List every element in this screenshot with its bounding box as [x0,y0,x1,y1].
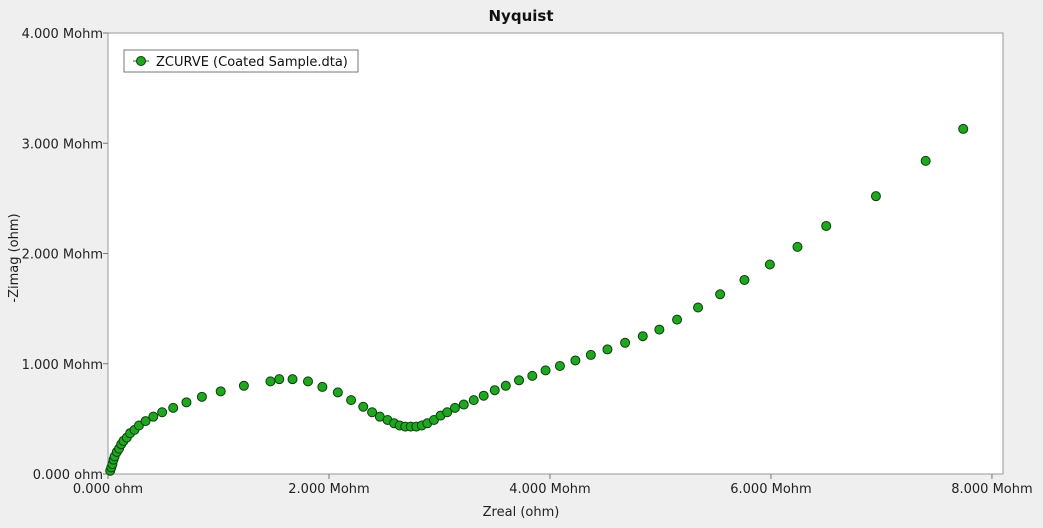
data-point [958,123,969,134]
data-point [540,365,551,376]
data-point [693,302,704,313]
legend-marker [136,56,146,66]
data-point [554,360,565,371]
data-point [274,374,285,385]
data-point [265,376,276,387]
data-point [287,374,298,385]
data-point [140,416,151,427]
x-axis-ticks: 0.000 ohm 2.000 Mohm 4.000 Mohm 6.000 Mohm 8… [73,474,1033,497]
data-point [442,407,453,418]
data-point [489,385,500,396]
legend: ZCURVE (Coated Sample.dta) [123,49,359,73]
data-point [148,411,159,422]
data-point [870,191,881,202]
data-point [157,407,168,418]
y-tick-label: 3.000 Mohm [22,137,103,152]
y-axis-label: -Zimag (ohm) [7,213,22,302]
data-point [358,401,369,412]
y-tick-label: 1.000 Mohm [22,358,103,373]
data-point [654,324,665,335]
data-point [332,387,343,398]
data-point [821,220,832,231]
data-point [602,344,613,355]
data-point [527,370,538,381]
data-point [500,380,511,391]
data-point [715,289,726,300]
data-point [764,259,775,270]
y-tick-label: 0.000 ohm [33,468,103,483]
data-point [181,397,192,408]
y-axis-ticks: 0.000 ohm 1.000 Mohm 2.000 Mohm 3.000 Mohm 4… [22,27,108,483]
data-point [302,376,313,387]
x-tick-label: 6.000 Mohm [730,482,811,497]
data-point [196,391,207,402]
x-tick-label: 8.000 Mohm [951,482,1032,497]
data-point [468,395,479,406]
x-tick-label: 2.000 Mohm [288,482,369,497]
data-point [585,349,596,360]
x-tick-label: 4.000 Mohm [509,482,590,497]
data-point [215,386,226,397]
chart-title: Nyquist [489,7,554,25]
legend-box [123,49,359,73]
data-point [637,331,648,342]
data-point [449,402,460,413]
data-point [317,381,328,392]
plot-area [107,32,1004,475]
data-point [739,274,750,285]
x-tick-label: 0.000 ohm [73,482,143,497]
data-point [620,337,631,348]
data-point [570,355,581,366]
x-axis-label: Zreal (ohm) [483,505,560,520]
data-point [458,399,469,410]
data-point [792,241,803,252]
y-tick-label: 4.000 Mohm [22,27,103,42]
data-point [672,314,683,325]
data-point [478,390,489,401]
data-point [920,155,931,166]
data-point [168,402,179,413]
data-point [367,407,378,418]
data-point [514,375,525,386]
legend-entry-label: ZCURVE (Coated Sample.dta) [156,55,348,70]
data-point [238,380,249,391]
data-points [105,123,969,476]
y-tick-label: 2.000 Mohm [22,248,103,263]
data-point [346,395,357,406]
